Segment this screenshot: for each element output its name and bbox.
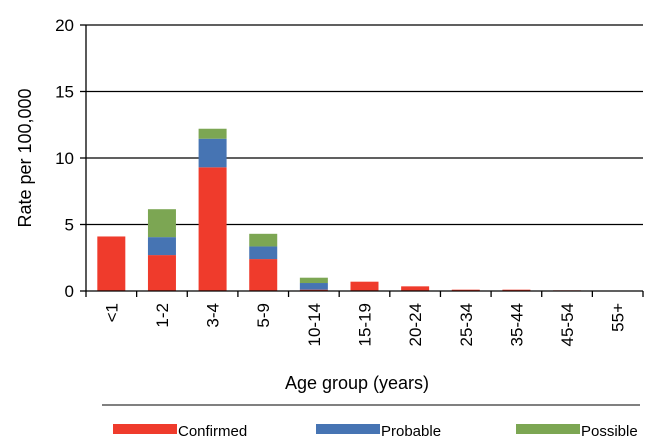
x-tick-labels: <1 1-2 3-4 5-9 10-14 15-19 20-24 25-34 35-44 45-5…	[102, 303, 627, 347]
legend-label-confirmed: Confirmed	[178, 423, 247, 440]
legend-label-probable: Probable	[381, 423, 441, 440]
y-tick-label: 15	[55, 83, 74, 102]
x-tick-label: 3-4	[204, 303, 223, 328]
x-tick-label: 45-54	[558, 303, 577, 346]
legend-swatch-probable	[316, 424, 380, 434]
bar-confirmed-3	[249, 259, 278, 291]
y-tick-labels: 0 5 10 15 20	[55, 16, 74, 301]
y-tick-label: 20	[55, 16, 74, 35]
y-tick-label: 5	[65, 216, 74, 235]
legend-swatch-possible	[516, 424, 580, 434]
bar-confirmed-8	[502, 289, 531, 291]
gridlines	[86, 24, 643, 226]
bar-possible-1	[147, 209, 176, 238]
x-tick-label: 55+	[609, 303, 628, 332]
x-tick-label: 1-2	[153, 303, 172, 328]
x-tick-label: 15-19	[356, 303, 375, 346]
bar-confirmed-5	[350, 281, 379, 291]
bar-probable-2	[198, 138, 227, 168]
y-axis-title: Rate per 100,000	[15, 88, 35, 227]
bar-confirmed-0	[97, 236, 126, 291]
bars	[97, 128, 582, 291]
y-tick-label: 10	[55, 149, 74, 168]
legend-swatch-confirmed	[113, 424, 177, 434]
bar-confirmed-4	[299, 289, 328, 291]
bar-possible-4	[299, 277, 328, 284]
y-tick-label: 0	[65, 282, 74, 301]
bar-possible-3	[249, 233, 278, 247]
x-tick-label: 25-34	[457, 303, 476, 346]
x-tick-label: 20-24	[406, 303, 425, 346]
bar-confirmed-1	[147, 255, 176, 291]
legend-label-possible: Possible	[581, 423, 638, 440]
axes	[80, 24, 644, 297]
bar-confirmed-6	[401, 286, 430, 291]
x-tick-label: <1	[102, 303, 121, 322]
x-axis-title: Age group (years)	[285, 373, 429, 393]
x-tick-label: 35-44	[507, 303, 526, 346]
bar-probable-1	[147, 237, 176, 256]
bar-confirmed-2	[198, 167, 227, 291]
x-tick-label: 10-14	[305, 303, 324, 346]
x-tick-label: 5-9	[254, 303, 273, 328]
bar-probable-4	[299, 283, 328, 290]
bar-probable-3	[249, 246, 278, 260]
bar-confirmed-7	[451, 289, 480, 291]
bar-possible-2	[198, 128, 227, 139]
legend: Confirmed Probable Possible	[113, 423, 638, 440]
